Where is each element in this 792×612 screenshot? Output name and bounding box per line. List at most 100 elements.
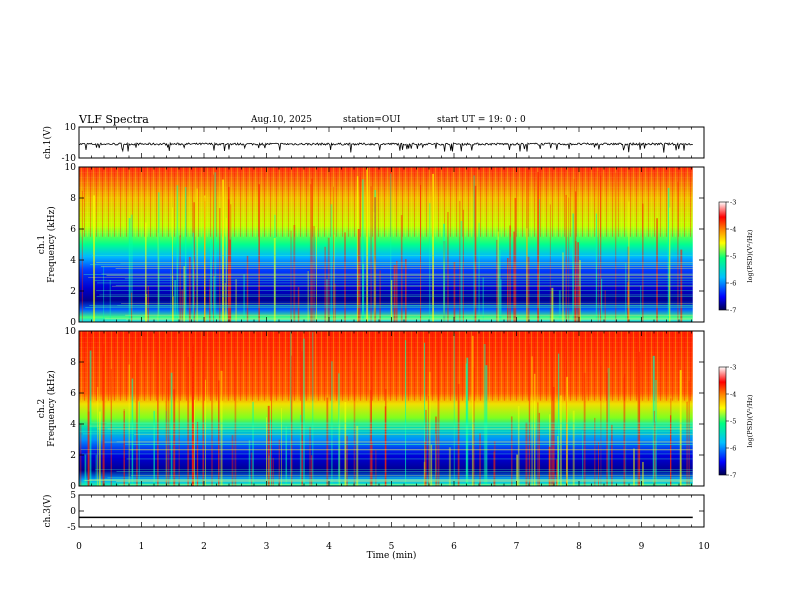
- sferic-streak: [525, 228, 528, 322]
- sferic-streak: [396, 261, 398, 322]
- sferic-streak: [375, 450, 377, 486]
- sferic-streak: [271, 337, 273, 486]
- y-axis-label-frequency: Frequency (kHz): [46, 370, 57, 447]
- sferic-streak: [583, 372, 586, 486]
- y-tick-label: 10: [65, 327, 77, 337]
- ch1-colorbar: -3 -4 -5 -6 -7 log(PSD)(V²/Hz): [718, 199, 754, 315]
- sferic-streak: [109, 279, 111, 322]
- x-axis-label: Time (min): [367, 550, 417, 561]
- sferic-streak: [537, 172, 540, 322]
- sferic-streak: [290, 230, 292, 322]
- sferic-streak: [677, 181, 679, 322]
- sferic-streak: [227, 186, 230, 322]
- sferic-streak: [97, 387, 99, 486]
- sferic-streak: [131, 378, 134, 486]
- sferic-streak: [170, 372, 173, 486]
- sferic-streak: [600, 175, 602, 322]
- sferic-streak: [211, 337, 213, 486]
- sferic-streak: [110, 369, 112, 486]
- sferic-streak: [205, 379, 206, 486]
- sferic-streak: [604, 290, 606, 322]
- colorbar-tick-label: -3: [730, 199, 736, 207]
- sferic-streak: [324, 246, 326, 322]
- sferic-streak: [459, 200, 461, 322]
- sferic-streak: [330, 204, 333, 322]
- sferic-streak: [558, 290, 561, 322]
- sferic-streak: [326, 279, 328, 322]
- sferic-streak: [638, 351, 641, 486]
- sferic-streak: [218, 380, 220, 486]
- sferic-streak: [653, 410, 655, 486]
- sferic-streak: [607, 368, 610, 486]
- colorbar-label: log(PSD)(V²/Hz): [746, 229, 754, 282]
- sferic-streak: [281, 408, 283, 486]
- colorbar-tick-label: -7: [730, 472, 736, 480]
- sferic-streak: [231, 435, 234, 486]
- sferic-streak: [88, 362, 90, 486]
- sferic-streak: [628, 201, 630, 322]
- y-tick-label: 4: [70, 420, 76, 430]
- sferic-streak: [176, 185, 179, 322]
- sferic-streak: [172, 207, 173, 322]
- sferic-streak: [686, 401, 688, 486]
- ch2-colorbar: -3 -4 -5 -6 -7 log(PSD)(V²/Hz): [718, 364, 754, 480]
- sferic-streak: [178, 335, 180, 486]
- sferic-streak: [667, 187, 670, 322]
- sferic-streak: [531, 356, 533, 486]
- sferic-streak: [89, 350, 92, 486]
- sferic-streak: [448, 447, 451, 486]
- sferic-streak: [356, 176, 359, 322]
- sferic-streak: [267, 405, 270, 486]
- y-axis-label: ch.1(V): [42, 126, 53, 159]
- sferic-streak: [266, 417, 268, 486]
- sferic-streak: [278, 439, 280, 486]
- sferic-streak: [196, 188, 198, 322]
- sferic-streak: [219, 208, 221, 322]
- x-tick-label: 10: [698, 542, 710, 552]
- sferic-streak: [435, 416, 437, 486]
- sferic-streak: [220, 370, 223, 486]
- sferic-streak: [572, 410, 575, 486]
- sferic-streak: [224, 282, 226, 322]
- sferic-streak: [551, 287, 554, 322]
- sferic-streak: [405, 340, 407, 486]
- sferic-streak: [625, 423, 627, 486]
- sferic-streak: [251, 452, 253, 486]
- sferic-streak: [356, 425, 359, 486]
- colorbar-tick-label: -6: [730, 445, 736, 453]
- sferic-streak: [214, 172, 217, 322]
- colorbar-label: log(PSD)(V²/Hz): [746, 394, 754, 447]
- colorbar-tick-label: -5: [730, 418, 736, 426]
- sferic-streak: [478, 222, 480, 322]
- sferic-streak: [558, 353, 560, 486]
- sferic-streak: [192, 344, 194, 486]
- sferic-streak: [482, 277, 484, 322]
- x-tick-label: 9: [639, 542, 645, 552]
- sferic-streak: [138, 401, 140, 486]
- sferic-streak: [297, 287, 300, 322]
- sferic-streak: [424, 441, 427, 486]
- sferic-streak: [333, 234, 336, 322]
- sferic-streak: [525, 422, 528, 486]
- sferic-streak: [188, 256, 191, 322]
- sferic-streak: [460, 221, 463, 322]
- sferic-streak: [457, 383, 460, 486]
- y-tick-label: 0: [70, 482, 76, 492]
- sferic-streak: [371, 442, 373, 486]
- sferic-streak: [293, 224, 296, 322]
- sferic-streak: [453, 333, 456, 486]
- sferic-streak: [615, 172, 617, 322]
- sferic-streak: [549, 204, 551, 322]
- sferic-streak: [637, 332, 640, 486]
- sferic-streak: [366, 167, 369, 322]
- sferic-streak: [434, 433, 436, 486]
- sferic-streak: [497, 231, 499, 322]
- x-tick-label: 8: [576, 542, 582, 552]
- sferic-streak: [103, 344, 105, 486]
- sferic-streak: [374, 197, 377, 322]
- sferic-streak: [562, 252, 564, 322]
- x-tick-label: 0: [76, 542, 82, 552]
- sferic-streak: [473, 367, 475, 486]
- sferic-streak: [513, 231, 515, 322]
- y-tick-label: 8: [70, 194, 76, 204]
